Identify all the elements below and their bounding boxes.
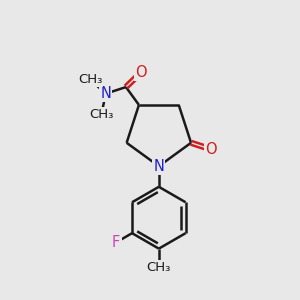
Text: N: N [100, 86, 111, 101]
Text: CH₃: CH₃ [147, 261, 171, 274]
Text: F: F [112, 235, 120, 250]
Text: CH₃: CH₃ [89, 108, 114, 121]
Text: O: O [135, 65, 147, 80]
Text: O: O [206, 142, 217, 157]
Text: N: N [153, 159, 164, 174]
Text: CH₃: CH₃ [78, 73, 102, 86]
